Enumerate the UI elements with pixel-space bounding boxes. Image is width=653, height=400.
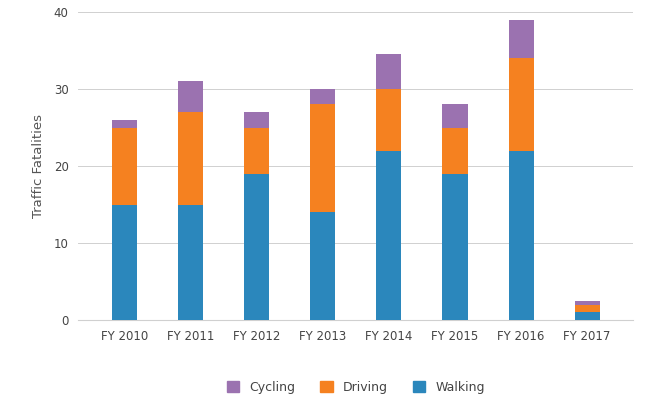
Bar: [509, 151, 534, 320]
Bar: [509, 20, 534, 58]
Bar: [575, 301, 599, 305]
Y-axis label: Traffic Fatalities: Traffic Fatalities: [33, 114, 46, 218]
Bar: [310, 212, 336, 320]
Bar: [112, 204, 137, 320]
Bar: [575, 312, 599, 320]
Bar: [244, 128, 269, 174]
Bar: [443, 174, 468, 320]
Bar: [443, 128, 468, 174]
Bar: [575, 305, 599, 312]
Bar: [376, 54, 402, 89]
Bar: [310, 89, 336, 104]
Bar: [376, 89, 402, 151]
Bar: [112, 128, 137, 204]
Bar: [376, 151, 402, 320]
Bar: [310, 104, 336, 212]
Legend: Cycling, Driving, Walking: Cycling, Driving, Walking: [222, 376, 490, 398]
Bar: [178, 112, 203, 204]
Bar: [178, 204, 203, 320]
Bar: [244, 112, 269, 128]
Bar: [443, 104, 468, 128]
Bar: [178, 81, 203, 112]
Bar: [112, 120, 137, 128]
Bar: [509, 58, 534, 151]
Bar: [244, 174, 269, 320]
